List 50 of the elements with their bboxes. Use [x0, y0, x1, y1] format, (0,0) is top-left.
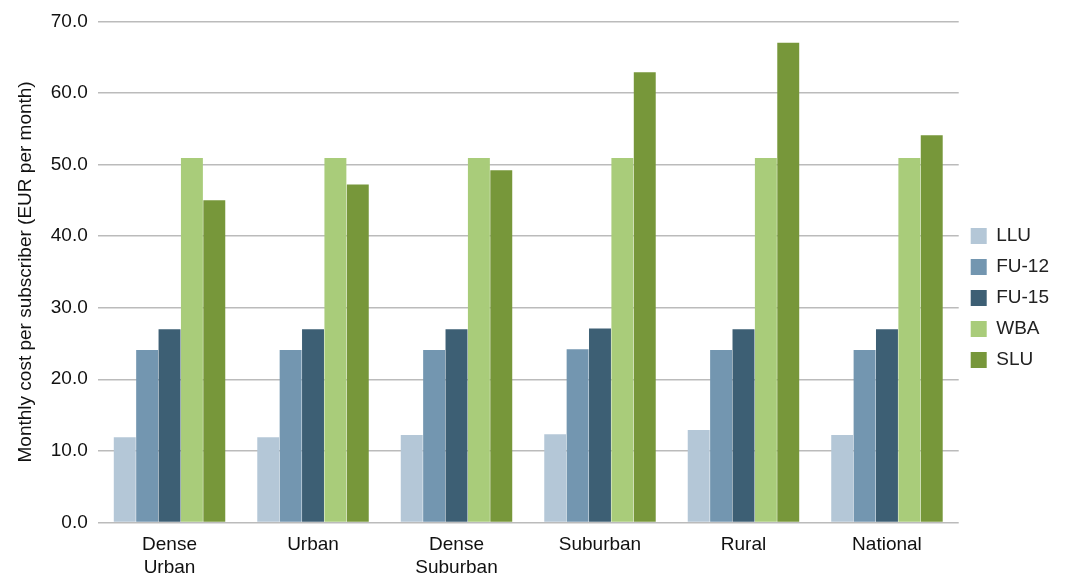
- bar: [136, 349, 159, 522]
- bar: [687, 430, 710, 522]
- bar: [423, 349, 446, 522]
- bar: [876, 329, 898, 522]
- y-tick-label: 0.0: [61, 510, 88, 532]
- bar: [490, 170, 513, 522]
- y-tick-label: 20.0: [50, 367, 88, 389]
- bar: [257, 437, 280, 522]
- bar: [445, 329, 468, 522]
- y-tick-label: 50.0: [50, 152, 88, 174]
- bar: [302, 329, 324, 522]
- bar: [158, 329, 181, 522]
- bar: [113, 437, 136, 522]
- bar: [633, 72, 656, 522]
- x-tick-label: Suburban: [558, 533, 642, 555]
- y-tick-label: 10.0: [50, 439, 88, 461]
- bar: [831, 435, 854, 522]
- bar: [920, 135, 943, 522]
- y-axis-title: Monthly cost per subscriber (EUR per month): [13, 81, 35, 463]
- y-tick-label: 70.0: [50, 9, 88, 31]
- bar: [732, 329, 755, 522]
- x-tick-label: Urban: [287, 533, 339, 555]
- legend-label: LLU: [996, 224, 1032, 246]
- x-tick-label: Dense Urban: [142, 533, 197, 577]
- y-tick-label: 30.0: [50, 295, 88, 317]
- bar: [589, 328, 611, 522]
- y-tick-label: 40.0: [50, 224, 88, 246]
- bar: [180, 158, 203, 522]
- x-tick-label: Dense Suburban: [415, 533, 498, 577]
- y-tick-label: 60.0: [50, 81, 88, 103]
- bar: [544, 434, 567, 522]
- bar: [203, 200, 226, 522]
- bar: [853, 349, 876, 522]
- legend-label: FU-15: [996, 286, 1050, 308]
- x-tick-label: Rural: [720, 533, 767, 555]
- bar: [467, 158, 490, 522]
- x-tick-label: National: [852, 533, 922, 555]
- legend-label: FU-12: [996, 255, 1050, 277]
- bar: [566, 349, 589, 522]
- bar: [611, 158, 634, 522]
- legend-label: WBA: [996, 317, 1040, 339]
- bar: [777, 42, 800, 522]
- bar: [400, 435, 423, 522]
- bar: [710, 349, 733, 522]
- bar: [346, 184, 369, 522]
- bar: [279, 349, 302, 522]
- bar: [754, 158, 777, 522]
- bar: [898, 158, 921, 522]
- bar: [324, 158, 347, 522]
- legend-label: SLU: [996, 348, 1034, 370]
